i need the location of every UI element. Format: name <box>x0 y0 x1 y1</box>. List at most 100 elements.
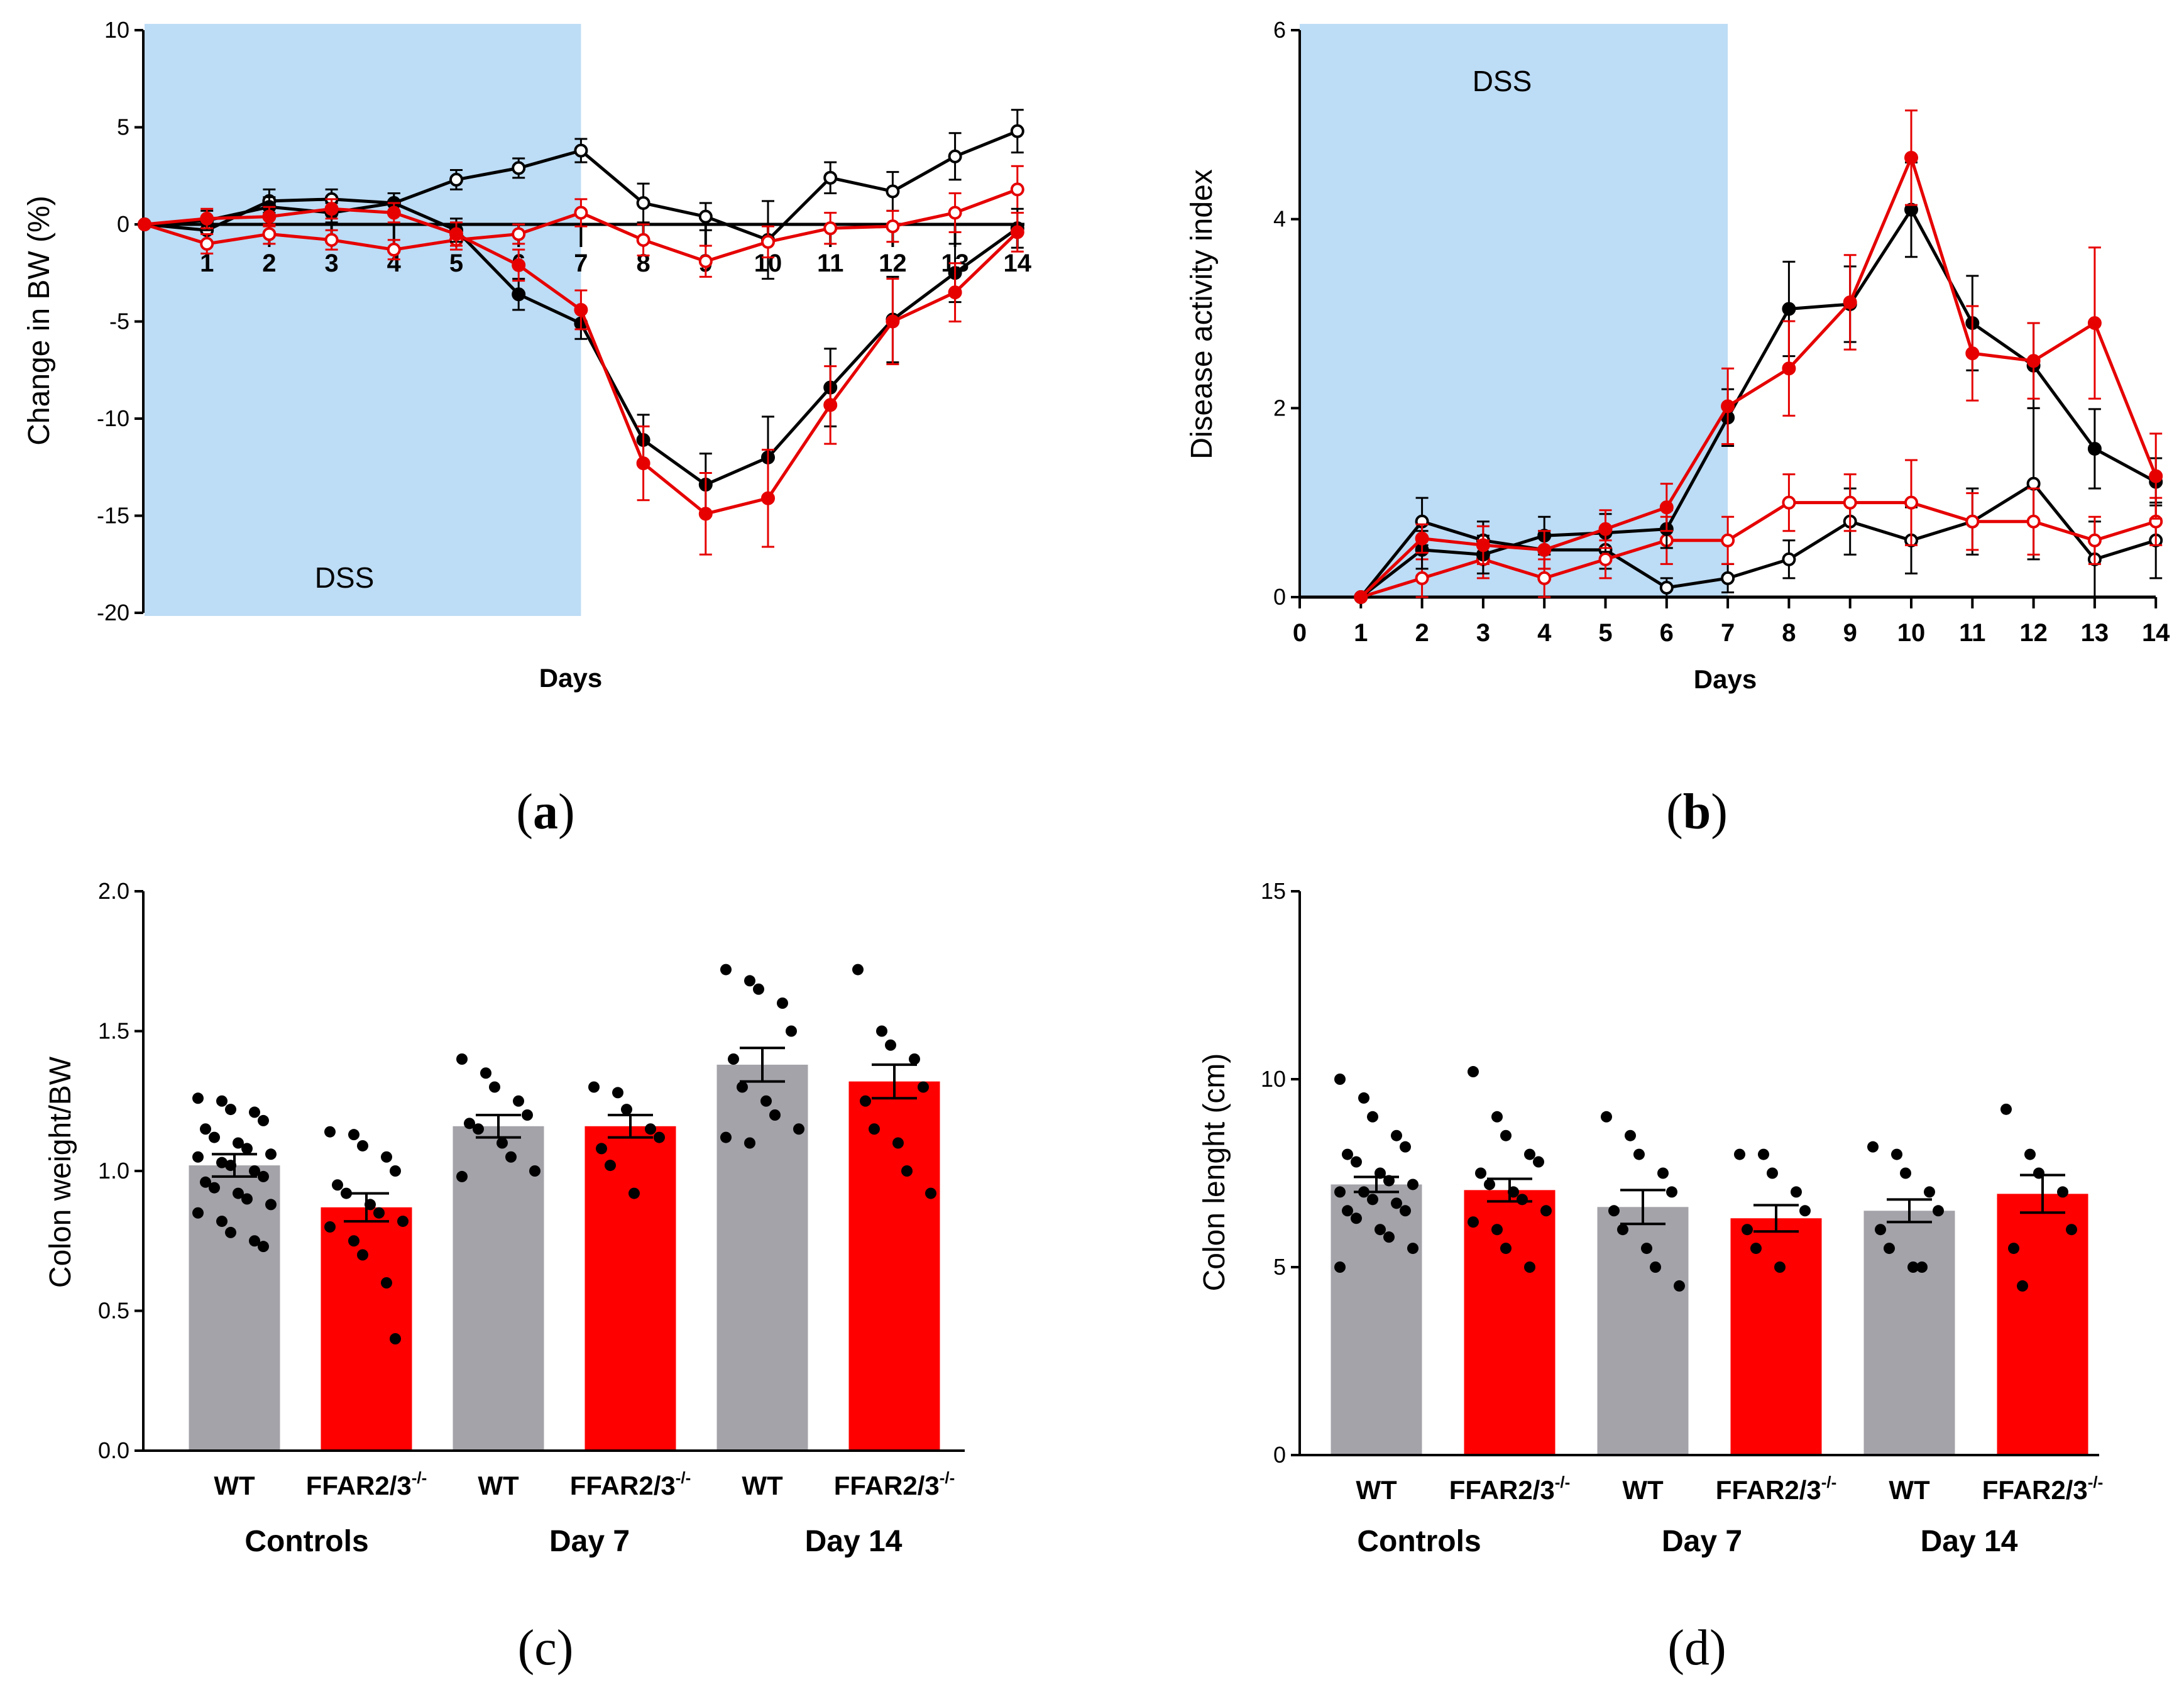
bar-group <box>716 964 808 1451</box>
data-point <box>2024 1148 2036 1160</box>
data-point <box>249 1235 260 1247</box>
data-point <box>1383 1175 1395 1187</box>
data-point <box>2008 1243 2019 1255</box>
data-point <box>823 398 838 412</box>
data-point <box>753 983 764 995</box>
series-ffar2-3-control <box>138 165 1024 278</box>
data-point <box>761 491 775 505</box>
data-point <box>744 1137 755 1149</box>
data-point <box>265 1148 277 1160</box>
x-tick-label: 7 <box>574 250 588 277</box>
y-tick-label: 1.5 <box>98 1018 129 1044</box>
data-point <box>901 1165 913 1177</box>
data-point <box>262 209 277 224</box>
bar <box>453 1126 544 1451</box>
data-point <box>1875 1224 1886 1236</box>
data-point <box>1617 1224 1628 1236</box>
data-point <box>1782 361 1796 376</box>
category-label: FFAR2/3-/- <box>834 1468 955 1500</box>
data-point <box>1375 1167 1386 1179</box>
series-line <box>1360 501 2156 599</box>
data-point <box>720 1131 732 1143</box>
x-tick-label: 8 <box>636 250 650 277</box>
data-point <box>1400 1141 1411 1153</box>
data-point <box>324 1221 336 1233</box>
data-point <box>1767 1167 1778 1179</box>
y-tick-label: -5 <box>109 309 129 334</box>
data-point <box>769 1109 781 1121</box>
data-point <box>1598 552 1613 566</box>
x-tick-label: 2 <box>262 250 276 277</box>
category-label: FFAR2/3-/- <box>1716 1473 1837 1505</box>
series-line <box>1359 481 2156 598</box>
data-point <box>1782 552 1796 566</box>
panel-label: (c) <box>518 1620 574 1676</box>
data-point <box>574 143 588 158</box>
group-label: Day 14 <box>805 1525 903 1558</box>
data-point <box>365 1199 376 1211</box>
data-point <box>793 1123 804 1135</box>
bar <box>1863 1211 1955 1455</box>
y-tick-label: 10 <box>104 17 129 43</box>
data-point <box>1774 1261 1786 1273</box>
data-point <box>1537 571 1552 585</box>
x-tick-label: 6 <box>1660 619 1674 647</box>
data-point <box>823 221 838 236</box>
data-point <box>200 1176 211 1188</box>
data-point <box>1010 124 1024 138</box>
data-point <box>574 302 588 317</box>
data-point <box>1965 346 1980 361</box>
y-tick-label: -15 <box>97 503 129 529</box>
data-point <box>1884 1243 1895 1255</box>
data-point <box>1721 399 1735 414</box>
data-point <box>2033 1167 2044 1179</box>
data-point <box>588 1081 600 1093</box>
axes: 2.0 1.5 1.0 0.5 0.0 <box>98 878 965 1463</box>
panel-letter: d <box>1684 1620 1709 1676</box>
data-point <box>636 233 650 247</box>
data-point <box>1010 225 1024 239</box>
data-point <box>529 1165 541 1177</box>
bar-group <box>1597 1111 1689 1455</box>
group-label: Day 14 <box>1921 1525 2018 1558</box>
data-point <box>1475 1167 1486 1179</box>
category-label: WT <box>214 1471 255 1500</box>
data-point <box>1904 150 1918 165</box>
data-point <box>596 1143 607 1155</box>
bar-group <box>321 1126 412 1451</box>
data-point <box>1659 500 1674 515</box>
data-point <box>1500 1243 1512 1255</box>
y-tick-label: 5 <box>1273 1254 1286 1280</box>
data-point <box>138 217 151 231</box>
x-tick-label: 12 <box>2019 619 2048 647</box>
data-point <box>1351 1156 1362 1168</box>
dss-label: DSS <box>315 561 375 594</box>
dss-shaded-region <box>145 24 581 616</box>
data-point <box>505 1151 517 1163</box>
bar <box>1464 1190 1556 1455</box>
data-point <box>654 1131 665 1143</box>
series-group <box>138 109 1024 556</box>
data-point <box>1734 1148 1745 1160</box>
y-tick-label: 6 <box>1273 17 1286 43</box>
y-tick-label: 2.0 <box>98 878 129 904</box>
bar <box>321 1207 412 1451</box>
data-point <box>387 206 401 220</box>
data-point <box>1721 571 1735 585</box>
data-point <box>192 1092 204 1104</box>
data-point <box>698 209 713 224</box>
data-point <box>1721 533 1735 547</box>
data-point <box>1367 1194 1378 1206</box>
data-point <box>1351 1212 1362 1224</box>
dss-shaded-region <box>1300 24 1728 597</box>
x-tick-label: 1 <box>1354 619 1368 647</box>
data-point <box>1625 1129 1636 1141</box>
data-point <box>397 1216 409 1228</box>
series-ffar2-3-dss <box>1354 109 2163 604</box>
data-point <box>621 1104 632 1116</box>
data-point <box>1782 495 1796 510</box>
y-axis-label: Colon weight/BW <box>44 1056 77 1288</box>
data-point <box>1367 1111 1378 1123</box>
series-line <box>1359 153 2158 598</box>
data-point <box>497 1137 508 1149</box>
